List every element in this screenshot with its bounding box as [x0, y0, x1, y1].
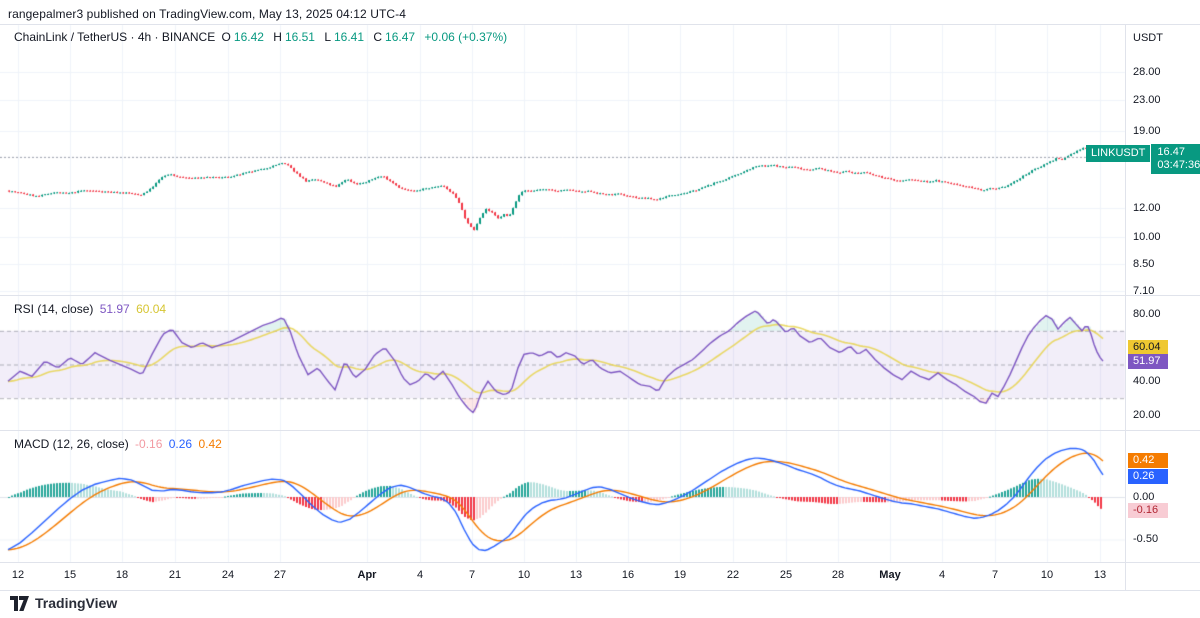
time-tick-label: 24 — [221, 569, 235, 581]
time-tick-label: 13 — [1093, 569, 1107, 581]
symbol-legend: ChainLink / TetherUS · 4h · BINANCE O 16.… — [14, 30, 510, 44]
macd-hist-badge: -0.16 — [1128, 503, 1168, 518]
time-tick-label: 25 — [779, 569, 793, 581]
pane-separator-price-rsi[interactable] — [0, 295, 1200, 296]
last-price-badge: LINKUSDT 16.47 03:47:36 — [1086, 144, 1200, 174]
low-key: L 16.41 — [324, 30, 365, 44]
time-tick-label: 10 — [517, 569, 531, 581]
rsi-tick-label: 80.00 — [1133, 308, 1161, 320]
rsi-legend: RSI (14, close) 51.97 60.04 — [14, 302, 169, 316]
time-tick-label: 22 — [726, 569, 740, 581]
footer-separator — [0, 590, 1200, 591]
pane-separator-rsi-macd[interactable] — [0, 430, 1200, 431]
macd-line-badge: 0.26 — [1128, 469, 1168, 484]
tradingview-logo-icon — [10, 595, 29, 611]
time-tick-label: 4 — [416, 569, 424, 581]
currency-label: USDT — [1133, 32, 1163, 44]
macd-tick-label: 0.00 — [1133, 491, 1155, 503]
time-tick-label: May — [879, 569, 901, 581]
rsi-legend-title: RSI (14, close) — [14, 302, 94, 316]
time-tick-label: 7 — [991, 569, 999, 581]
rsi-ma-badge: 60.04 — [1128, 340, 1168, 355]
time-tick-label: Apr — [357, 569, 377, 581]
price-tick-label: 19.00 — [1133, 125, 1161, 137]
price-tick-label: 10.00 — [1133, 231, 1161, 243]
price-tick-label: 28.00 — [1133, 66, 1161, 78]
time-tick-label: 10 — [1040, 569, 1054, 581]
pane-separator-macd-timeaxis — [0, 562, 1200, 563]
last-price: 16.47 — [1157, 146, 1185, 158]
rsi-tick-label: 40.00 — [1133, 375, 1161, 387]
symbol-badge: LINKUSDT — [1086, 145, 1151, 162]
macd-legend-title: MACD (12, 26, close) — [14, 437, 129, 451]
high-key: H 16.51 — [273, 30, 315, 44]
bar-countdown: 03:47:36 — [1157, 159, 1200, 171]
macd-tick-label: -0.50 — [1133, 533, 1159, 545]
macd-signal-value: 0.42 — [198, 437, 222, 451]
time-tick-label: 28 — [831, 569, 845, 581]
rsi-tick-label: 20.00 — [1133, 409, 1161, 421]
macd-line-value: 0.26 — [168, 437, 193, 451]
macd-hist-value: -0.16 — [135, 437, 163, 451]
price-tick-label: 7.10 — [1133, 285, 1155, 297]
high-value: 16.51 — [284, 30, 315, 44]
macd-legend: MACD (12, 26, close) -0.16 0.26 0.42 — [14, 437, 225, 451]
symbol-title: ChainLink / TetherUS · 4h · BINANCE — [14, 30, 216, 44]
time-tick-label: 4 — [938, 569, 946, 581]
time-tick-label: 27 — [273, 569, 287, 581]
time-tick-label: 15 — [63, 569, 77, 581]
low-value: 16.41 — [334, 30, 365, 44]
time-tick-label: 19 — [673, 569, 687, 581]
tradingview-brand-text: TradingView — [35, 595, 118, 611]
rsi-ma-value: 60.04 — [136, 302, 167, 316]
price-countdown-badge: 16.47 03:47:36 — [1151, 144, 1200, 174]
chart-top-border — [0, 24, 1200, 25]
rsi-value: 51.97 — [99, 302, 130, 316]
time-tick-label: 21 — [168, 569, 182, 581]
time-tick-label: 13 — [569, 569, 583, 581]
open-key: O 16.42 — [221, 30, 264, 44]
price-tick-label: 23.00 — [1133, 94, 1161, 106]
tradingview-logo-link[interactable]: TradingView — [10, 595, 117, 611]
price-axis-border — [1125, 24, 1126, 590]
change-value: +0.06 (+0.37%) — [424, 30, 508, 44]
rsi-value-badge: 51.97 — [1128, 354, 1168, 369]
time-tick-label: 18 — [115, 569, 129, 581]
close-key: C 16.47 — [373, 30, 416, 44]
close-value: 16.47 — [385, 30, 416, 44]
time-tick-label: 7 — [468, 569, 476, 581]
open-value: 16.42 — [233, 30, 264, 44]
price-tick-label: 8.50 — [1133, 258, 1155, 270]
time-tick-label: 16 — [621, 569, 635, 581]
macd-signal-badge: 0.42 — [1128, 453, 1168, 468]
published-attribution: rangepalmer3 published on TradingView.co… — [8, 7, 407, 21]
time-tick-label: 12 — [11, 569, 25, 581]
price-tick-label: 12.00 — [1133, 202, 1161, 214]
